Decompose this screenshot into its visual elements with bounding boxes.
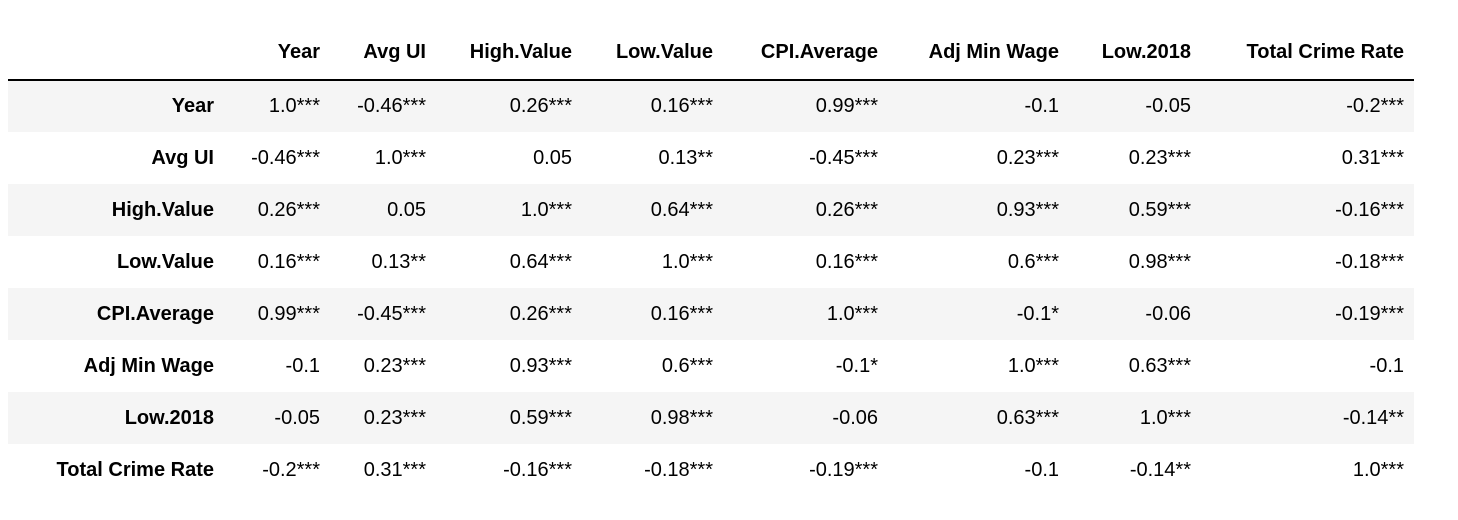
table-cell: 0.99*** [815,95,878,117]
table-cell: 0.6*** [1007,250,1059,273]
table-cell: 1.0*** [1352,458,1404,481]
table-cell: 0.16*** [257,250,320,273]
table-cell: -0.1* [1016,302,1059,325]
row-header: Total Crime Rate [56,458,214,481]
table-cell: 0.59*** [1128,198,1191,221]
table-cell: 0.26*** [509,95,572,117]
table-cell: -0.45*** [809,146,878,169]
table-cell: -0.05 [1145,95,1191,117]
table-cell: -0.19*** [1335,302,1404,325]
table-row: High.Value 0.26*** 0.05 1.0*** 0.64*** 0.26**… [8,184,1414,236]
table-cell: 0.05 [533,146,572,169]
table-cell: -0.18*** [644,458,713,481]
row-header: Adj Min Wage [83,354,214,377]
table-cell: -0.18*** [1335,250,1404,273]
column-header: Total Crime Rate [1201,26,1414,81]
table-cell: 0.93*** [509,354,572,377]
table-cell: -0.46*** [251,146,320,169]
column-header: Adj Min Wage [888,26,1069,81]
table-cell: 1.0*** [374,146,426,169]
table-cell: 0.98*** [1128,250,1191,273]
row-header: High.Value [111,198,214,221]
column-header: Year [224,26,330,81]
table-row: Total Crime Rate -0.2*** 0.31*** -0.16*** -0… [8,444,1414,496]
table-cell: 1.0*** [520,198,572,221]
table-cell: 0.26*** [509,302,572,325]
column-header: Low.2018 [1069,26,1201,81]
table-cell: -0.2*** [1346,95,1404,117]
table-cell: 0.23*** [996,146,1059,169]
table-row: Low.Value 0.16*** 0.13** 0.64*** 1.0*** 0.16*… [8,236,1414,288]
table-cell: -0.19*** [809,458,878,481]
table-cell: 1.0*** [1007,354,1059,377]
table-cell: -0.45*** [357,302,426,325]
column-header: High.Value [436,26,582,81]
table-cell: -0.16*** [1335,198,1404,221]
table-row: Year 1.0*** -0.46*** 0.26*** 0.16*** 0.99*** -… [8,80,1414,132]
table-cell: -0.1 [1369,354,1404,377]
table-cell: 0.23*** [1128,146,1191,169]
table-cell: 1.0*** [1139,406,1191,429]
table-body: Year 1.0*** -0.46*** 0.26*** 0.16*** 0.99*** -… [8,80,1414,496]
column-header: Avg UI [330,26,436,81]
row-header: Year [171,95,214,117]
table-cell: 0.93*** [996,198,1059,221]
table-cell: 0.63*** [1128,354,1191,377]
table-cell: 0.05 [387,198,426,221]
table-cell: -0.16*** [503,458,572,481]
table-cell: 1.0*** [661,250,713,273]
table-cell: 0.64*** [509,250,572,273]
table-cell: 0.26*** [257,198,320,221]
table-cell: -0.14** [1129,458,1191,481]
row-header: Avg UI [151,146,214,169]
column-header: Low.Value [582,26,723,81]
table-cell: 0.6*** [661,354,713,377]
correlation-table: Year Avg UI High.Value Low.Value CPI.Ave… [8,26,1414,496]
table-row: Adj Min Wage -0.1 0.23*** 0.93*** 0.6*** -0.1… [8,340,1414,392]
row-header: Low.2018 [124,406,214,429]
column-header: CPI.Average [723,26,888,81]
table-cell: -0.1 [285,354,320,377]
table-cell: 0.23*** [363,406,426,429]
row-header: Low.Value [116,250,214,273]
table-cell: 0.64*** [650,198,713,221]
table-row: Avg UI -0.46*** 1.0*** 0.05 0.13** -0.45*** 0.… [8,132,1414,184]
table-cell: -0.2*** [262,458,320,481]
row-header: CPI.Average [96,302,214,325]
table-cell: 0.26*** [815,198,878,221]
table-cell: -0.1 [1024,95,1059,117]
table-cell: 0.31*** [1341,146,1404,169]
table-cell: -0.14** [1342,406,1404,429]
table-cell: 0.99*** [257,302,320,325]
table-cell: 0.31*** [363,458,426,481]
table-cell: 0.59*** [509,406,572,429]
table-cell: -0.46*** [357,95,426,117]
table-cell: -0.06 [1145,302,1191,325]
table-cell: 0.23*** [363,354,426,377]
table-row: CPI.Average 0.99*** -0.45*** 0.26*** 0.16***… [8,288,1414,340]
header-row: Year Avg UI High.Value Low.Value CPI.Ave… [8,26,1414,81]
table-cell: -0.1 [1024,458,1059,481]
table-cell: 0.98*** [650,406,713,429]
table-cell: 0.16*** [815,250,878,273]
table-cell: -0.06 [832,406,878,429]
corner-cell [8,26,224,81]
table-cell: 0.16*** [650,95,713,117]
table-cell: -0.05 [274,406,320,429]
table-cell: 1.0*** [268,95,320,117]
table-cell: 0.16*** [650,302,713,325]
table-cell: 1.0*** [826,302,878,325]
table-cell: -0.1* [835,354,878,377]
table-row: Low.2018 -0.05 0.23*** 0.59*** 0.98*** -0.06 0… [8,392,1414,444]
table-cell: 0.13** [371,250,427,273]
table-cell: 0.13** [658,146,714,169]
table-cell: 0.63*** [996,406,1059,429]
